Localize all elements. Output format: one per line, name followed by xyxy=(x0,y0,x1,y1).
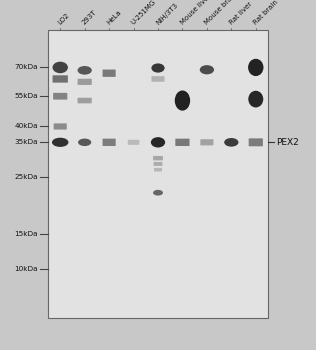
Text: 35kDa: 35kDa xyxy=(15,139,38,145)
Text: NIH/3T3: NIH/3T3 xyxy=(155,2,179,26)
FancyBboxPatch shape xyxy=(52,75,68,83)
FancyBboxPatch shape xyxy=(103,70,116,77)
FancyBboxPatch shape xyxy=(249,138,263,146)
Text: HeLa: HeLa xyxy=(106,9,123,26)
Text: 40kDa: 40kDa xyxy=(15,124,38,130)
FancyBboxPatch shape xyxy=(151,76,165,82)
Ellipse shape xyxy=(78,139,91,146)
FancyBboxPatch shape xyxy=(175,139,190,146)
FancyBboxPatch shape xyxy=(77,98,92,103)
Ellipse shape xyxy=(224,138,239,147)
Text: 55kDa: 55kDa xyxy=(15,93,38,99)
Bar xyxy=(48,30,268,318)
Ellipse shape xyxy=(52,138,69,147)
Ellipse shape xyxy=(52,62,68,73)
FancyBboxPatch shape xyxy=(54,124,67,130)
Text: 25kDa: 25kDa xyxy=(15,174,38,180)
Ellipse shape xyxy=(175,91,190,111)
Text: 15kDa: 15kDa xyxy=(15,231,38,238)
Text: Rat liver: Rat liver xyxy=(228,1,253,26)
Ellipse shape xyxy=(151,63,165,72)
Text: 293T: 293T xyxy=(82,9,98,26)
FancyBboxPatch shape xyxy=(200,139,213,145)
FancyBboxPatch shape xyxy=(77,79,92,85)
Text: Rat brain: Rat brain xyxy=(252,0,279,26)
Text: 10kDa: 10kDa xyxy=(15,266,38,272)
Ellipse shape xyxy=(200,65,214,74)
Text: U-251MG: U-251MG xyxy=(130,0,157,26)
FancyBboxPatch shape xyxy=(53,93,67,100)
Text: Mouse brain: Mouse brain xyxy=(204,0,238,26)
Text: Mouse liver: Mouse liver xyxy=(179,0,212,26)
Ellipse shape xyxy=(151,137,165,147)
Text: PEX2: PEX2 xyxy=(276,138,299,147)
FancyBboxPatch shape xyxy=(154,162,162,166)
Text: 70kDa: 70kDa xyxy=(15,64,38,70)
Ellipse shape xyxy=(153,190,163,196)
FancyBboxPatch shape xyxy=(153,156,163,160)
Text: LO2: LO2 xyxy=(57,12,71,26)
FancyBboxPatch shape xyxy=(154,168,162,172)
FancyBboxPatch shape xyxy=(103,139,116,146)
Ellipse shape xyxy=(77,66,92,75)
FancyBboxPatch shape xyxy=(128,140,139,145)
Ellipse shape xyxy=(248,59,264,76)
Ellipse shape xyxy=(248,91,263,107)
